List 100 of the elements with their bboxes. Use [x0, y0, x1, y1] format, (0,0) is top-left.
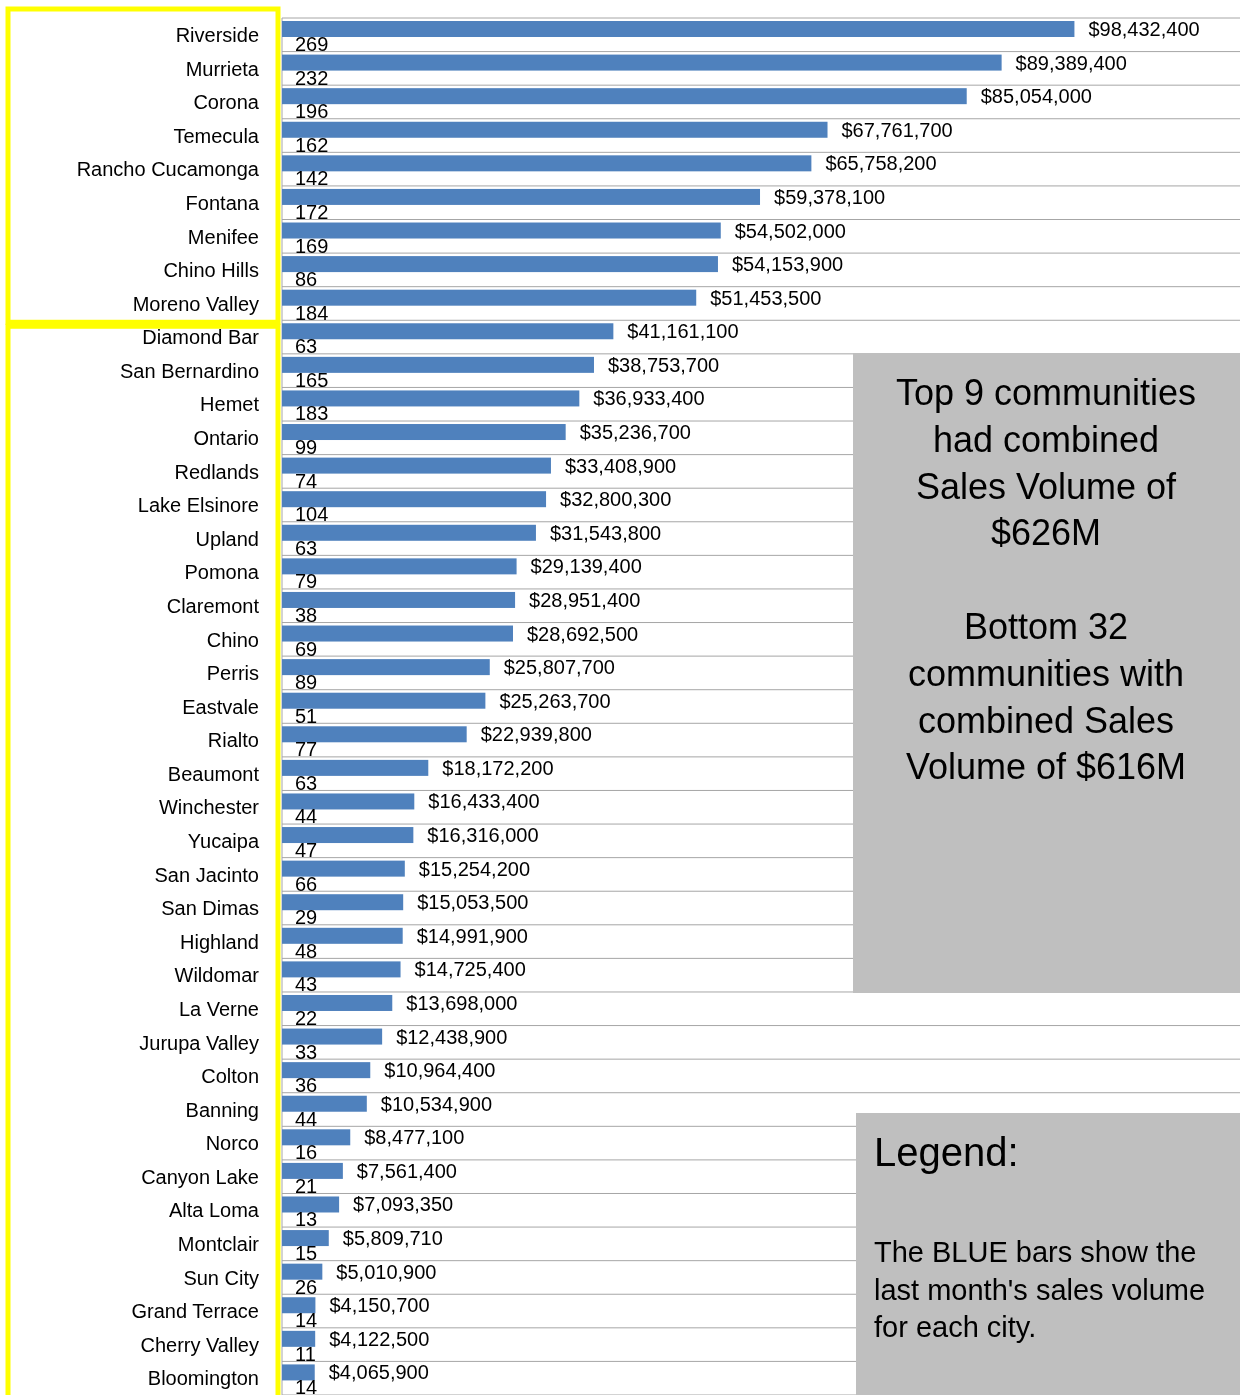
data-label: $28,951,400 [529, 588, 641, 611]
bar [282, 1364, 315, 1381]
data-label: 69 [295, 637, 318, 660]
bar [282, 256, 718, 273]
bar [282, 457, 551, 474]
bar [282, 1095, 367, 1112]
data-label: 47 [295, 839, 318, 862]
bar [282, 323, 614, 340]
data-label: $4,065,900 [328, 1361, 429, 1384]
data-label: $16,433,400 [428, 790, 540, 813]
y-tick-label: Bloomington [147, 1367, 259, 1390]
bar [282, 1230, 329, 1247]
bar [282, 155, 812, 172]
y-tick-label: Menifee [187, 225, 259, 248]
data-label: $10,534,900 [380, 1092, 493, 1115]
bar [282, 659, 490, 676]
data-label: $98,432,400 [1088, 18, 1200, 40]
data-label: $65,758,200 [825, 152, 937, 175]
data-label: 172 [295, 200, 329, 223]
y-tick-label: Canyon Lake [141, 1165, 259, 1188]
y-tick-label: Ontario [193, 427, 259, 450]
y-tick-label: Grand Terrace [131, 1300, 259, 1323]
data-label: 13 [295, 1208, 318, 1231]
data-label: $4,122,500 [329, 1327, 430, 1350]
data-label: 11 [295, 1342, 316, 1365]
y-tick-label: Moreno Valley [132, 292, 259, 315]
data-label: 29 [295, 906, 318, 929]
data-label: $35,236,700 [579, 421, 691, 444]
y-tick-label: Cherry Valley [140, 1333, 259, 1356]
bar [282, 1196, 340, 1213]
y-tick-label: Rialto [207, 729, 259, 752]
data-label: $25,807,700 [503, 656, 615, 679]
data-label: 33 [295, 1040, 318, 1063]
data-label: 162 [295, 133, 329, 156]
data-label: $10,964,400 [384, 1059, 496, 1082]
y-tick-label: Upland [195, 527, 259, 550]
data-label: $32,800,300 [560, 488, 672, 511]
data-label: $67,761,700 [841, 118, 953, 141]
y-tick-label: Eastvale [182, 695, 259, 718]
data-label: $5,010,900 [336, 1260, 437, 1283]
bar [282, 21, 1075, 37]
bar [282, 793, 415, 810]
data-label: 99 [295, 436, 318, 459]
data-label: $51,453,500 [710, 286, 822, 309]
bar [282, 222, 721, 239]
data-label: $25,263,700 [499, 689, 611, 712]
data-label: $16,316,000 [427, 824, 539, 847]
bar [282, 1162, 343, 1179]
data-label: 74 [295, 469, 318, 492]
y-tick-label: Winchester [158, 796, 260, 819]
y-tick-label: Fontana [185, 191, 260, 214]
bar [282, 188, 761, 205]
bar [282, 491, 547, 508]
y-tick-label: Temecula [173, 124, 260, 147]
data-label: 38 [295, 603, 318, 626]
data-label: $14,991,900 [416, 924, 528, 947]
data-label: $13,698,000 [406, 991, 518, 1014]
data-label: 77 [295, 738, 318, 761]
y-tick-label: Chino Hills [163, 259, 259, 282]
bar [282, 1028, 383, 1045]
bar [282, 860, 405, 877]
bar [282, 961, 401, 978]
y-tick-label: San Dimas [161, 897, 259, 920]
data-label: 89 [295, 671, 318, 694]
bar [282, 692, 486, 709]
data-label: 63 [295, 536, 318, 559]
data-label: 14 [295, 1309, 318, 1332]
bar [282, 121, 828, 138]
data-label: $14,725,400 [414, 958, 526, 981]
bar [282, 390, 580, 407]
y-tick-label: Colton [201, 1065, 259, 1088]
bar [282, 827, 414, 844]
data-label: 232 [295, 66, 329, 89]
data-label: $36,933,400 [593, 387, 705, 410]
data-label: $7,561,400 [356, 1159, 457, 1182]
data-label: 142 [295, 167, 329, 190]
bar [282, 558, 517, 575]
bar [282, 1062, 371, 1079]
y-tick-label: Pomona [184, 561, 260, 584]
bar [282, 894, 404, 911]
data-label: $59,378,100 [774, 185, 886, 208]
data-label: 66 [295, 872, 318, 895]
data-label: $5,809,710 [342, 1227, 443, 1250]
data-label: 43 [295, 973, 318, 996]
data-label: $54,153,900 [731, 253, 844, 276]
y-tick-label: San Bernardino [120, 359, 259, 382]
y-tick-label: Rancho Cucamonga [76, 158, 260, 181]
data-label: 44 [295, 805, 318, 828]
y-tick-label: Claremont [166, 594, 260, 617]
y-tick-label: Riverside [175, 24, 259, 46]
data-label: $7,093,350 [353, 1193, 454, 1216]
bar [282, 1129, 351, 1146]
y-tick-label: Banning [185, 1098, 259, 1121]
data-label: $31,543,800 [549, 521, 662, 544]
y-tick-label: Perris [206, 662, 259, 685]
data-label: $15,254,200 [418, 857, 531, 880]
bar [282, 591, 516, 608]
y-tick-label: La Verne [178, 997, 259, 1020]
y-tick-label: Montclair [177, 1233, 260, 1256]
bar [282, 994, 393, 1011]
